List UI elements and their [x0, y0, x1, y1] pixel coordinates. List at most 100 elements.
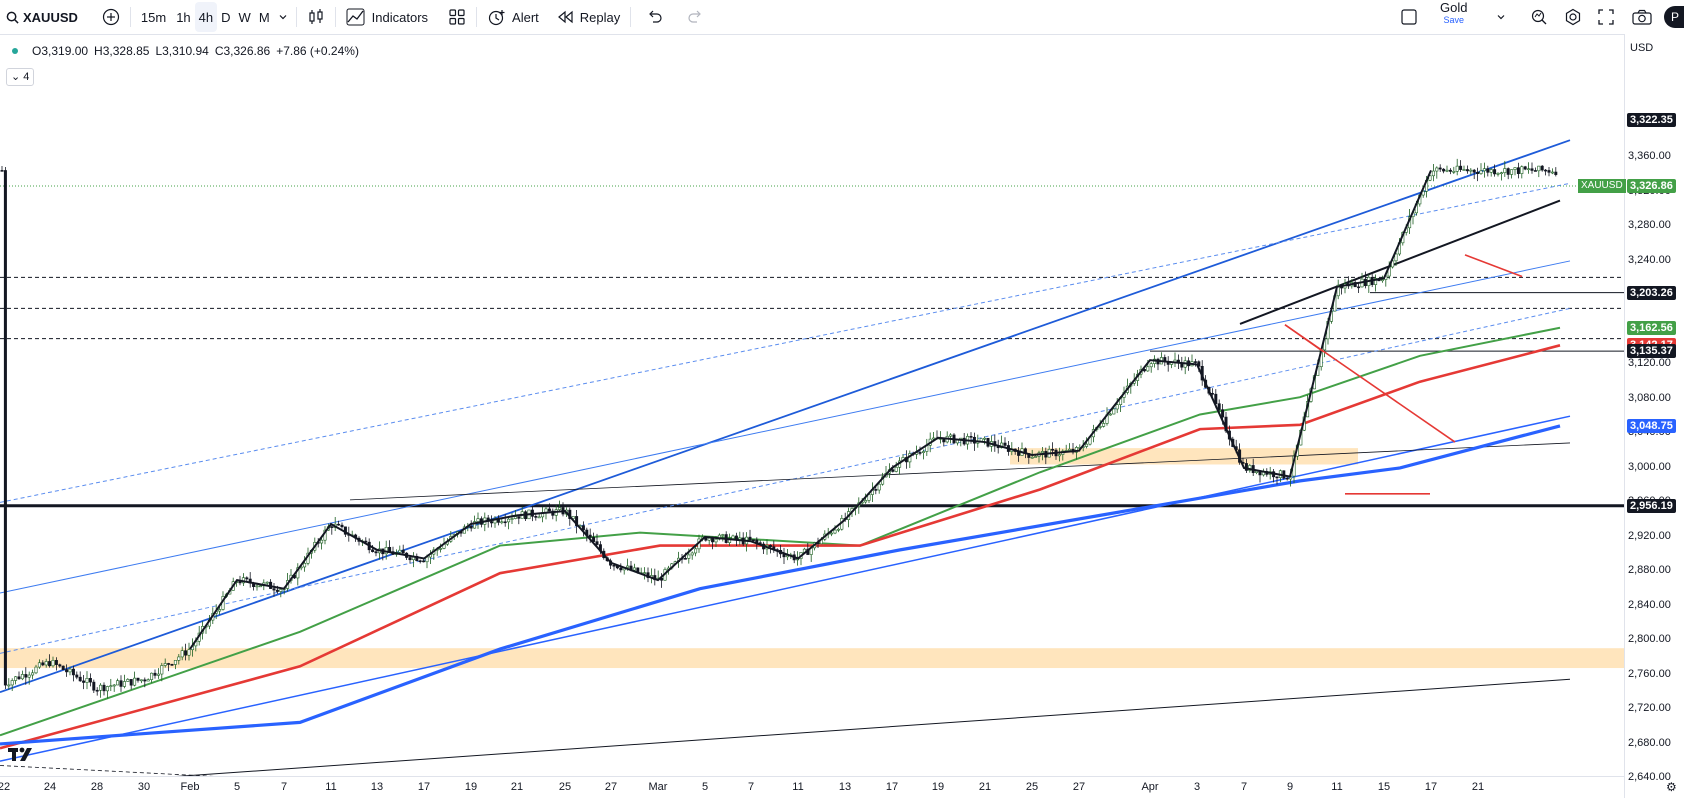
- undo-button[interactable]: [641, 2, 669, 32]
- candle: [510, 518, 514, 520]
- candle: [1431, 170, 1435, 177]
- candle: [1469, 169, 1473, 172]
- trend-line: [0, 415, 1571, 762]
- layout-name: Gold: [1440, 0, 1468, 15]
- interval-dropdown[interactable]: [274, 2, 292, 32]
- candle: [129, 679, 133, 686]
- candle: [643, 572, 647, 574]
- replay-button[interactable]: Replay: [551, 2, 626, 32]
- candle: [303, 562, 307, 568]
- candle: [1476, 171, 1480, 174]
- trend-line: [1239, 199, 1561, 325]
- price-axis[interactable]: [1624, 34, 1684, 798]
- settings-corner-icon[interactable]: ⚙: [1666, 780, 1677, 794]
- candle: [340, 524, 344, 528]
- legend-low: L3,310.94: [155, 44, 209, 58]
- candle: [279, 589, 283, 592]
- interval-15m[interactable]: 15m: [135, 2, 172, 32]
- candle: [507, 518, 511, 523]
- divider: [129, 7, 131, 27]
- fullscreen-button[interactable]: [1592, 2, 1620, 32]
- candle: [102, 684, 106, 692]
- candle: [1428, 175, 1432, 181]
- candle: [1465, 169, 1469, 172]
- price-axis-label: 3,240.00: [1628, 253, 1671, 266]
- candle: [388, 546, 392, 552]
- alert-button[interactable]: Alert: [481, 2, 545, 32]
- interval-1h[interactable]: 1h: [172, 2, 194, 32]
- candle: [126, 679, 130, 682]
- moving-average-line: [0, 344, 1561, 750]
- price-chart[interactable]: [0, 34, 1624, 776]
- candle: [14, 676, 18, 681]
- candle: [85, 678, 89, 683]
- interval-d[interactable]: D: [217, 2, 234, 32]
- candle: [187, 649, 191, 656]
- candle: [146, 679, 150, 682]
- layout-dropdown[interactable]: [1490, 2, 1512, 32]
- trend-line: [0, 182, 1571, 503]
- candle: [714, 538, 718, 543]
- time-axis-label: 17: [885, 781, 899, 793]
- layout-save-label: Save: [1443, 15, 1464, 25]
- candle: [1547, 170, 1551, 173]
- candle: [1285, 477, 1289, 480]
- time-axis-label: 11: [792, 781, 804, 793]
- candle: [68, 668, 72, 673]
- price-axis-label: 2,840.00: [1628, 598, 1671, 611]
- candle: [1520, 166, 1524, 174]
- time-axis-label: 5: [701, 781, 709, 793]
- candle: [592, 536, 596, 542]
- candle: [1057, 454, 1061, 457]
- candle: [830, 532, 834, 535]
- candle: [1544, 169, 1548, 172]
- candle: [707, 537, 711, 541]
- divider: [295, 7, 297, 27]
- layout-toggle-button[interactable]: [1394, 2, 1424, 32]
- plus-circle-icon: [102, 8, 120, 26]
- add-symbol-button[interactable]: [96, 2, 126, 32]
- studies-toggle-button[interactable]: ⌄ 4: [6, 68, 35, 86]
- interval-m[interactable]: M: [255, 2, 274, 32]
- price-axis-label: 2,800.00: [1628, 633, 1671, 646]
- currency-label[interactable]: USD: [1630, 42, 1654, 54]
- candle: [1486, 168, 1490, 173]
- indicators-button[interactable]: Indicators: [340, 2, 434, 32]
- redo-button[interactable]: [681, 2, 709, 32]
- interval-w[interactable]: W: [235, 2, 255, 32]
- demand-zone: [0, 648, 1624, 669]
- rewind-icon: [557, 10, 573, 24]
- candle: [1112, 408, 1116, 415]
- candle: [71, 668, 75, 676]
- profile-button[interactable]: P: [1664, 6, 1684, 28]
- candle: [398, 549, 402, 553]
- candle: [1068, 448, 1072, 451]
- candle: [690, 552, 694, 556]
- zoom-search-icon: [1531, 9, 1547, 25]
- trend-line: [0, 765, 215, 776]
- candle: [330, 526, 334, 528]
- candle: [1394, 253, 1398, 262]
- price-axis-label: 2,640.00: [1628, 771, 1671, 784]
- candle: [1554, 171, 1558, 175]
- layout-name-button[interactable]: Gold Save: [1434, 0, 1473, 32]
- symbol-search[interactable]: XAUUSD: [0, 2, 84, 32]
- candle: [581, 525, 585, 531]
- undo-icon: [649, 10, 662, 23]
- interval-4h[interactable]: 4h: [194, 2, 218, 32]
- candle: [537, 516, 541, 519]
- chart-type-button[interactable]: [301, 2, 331, 32]
- candle: [632, 567, 636, 571]
- time-axis-label: 13: [370, 781, 384, 793]
- time-axis-label: 21: [1471, 781, 1485, 793]
- snapshot-button[interactable]: [1626, 2, 1658, 32]
- search-icon: [6, 11, 19, 24]
- templates-button[interactable]: [442, 2, 472, 32]
- quick-search-button[interactable]: [1524, 2, 1554, 32]
- time-axis-label: 7: [1240, 781, 1248, 793]
- time-axis[interactable]: 22 24 28 30 Feb 5 7 11 13 17 19 21 25 27 Mar 5 7 11 13 17 19…: [0, 776, 1624, 799]
- candle: [255, 585, 259, 588]
- candle: [1503, 168, 1507, 174]
- settings-button[interactable]: [1558, 2, 1588, 32]
- interval-label: 15m: [140, 9, 167, 25]
